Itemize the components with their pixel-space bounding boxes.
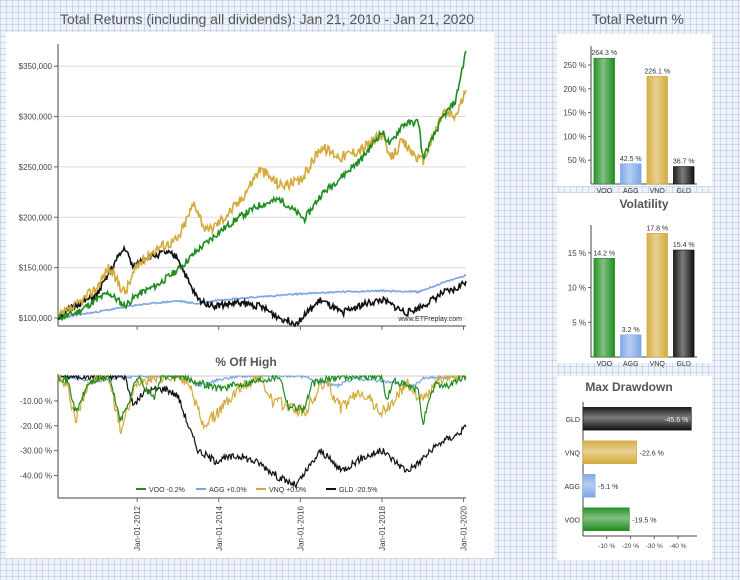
bar-value-label: -22.6 % (640, 450, 664, 457)
x-tick-label: Jan-01-2012 (133, 505, 142, 550)
main-chart-title: Total Returns (including all dividends):… (60, 11, 475, 27)
category-label: VNQ (650, 361, 666, 368)
drawdown-line-voo (57, 373, 467, 425)
category-label: VOO (596, 188, 612, 195)
legend-label-vnq: VNQ +0.0% (269, 487, 306, 494)
legend-label-gld: GLD -20.5% (339, 487, 378, 494)
series-line-voo (57, 50, 467, 321)
y-tick-label: 150 % (563, 109, 586, 118)
legend-label-agg: AGG +0.0% (209, 487, 247, 494)
bar-agg (582, 474, 596, 498)
max-drawdown-panel: Max Drawdown -10 % -20 % -30 % -40 % GLD -45.6… (557, 376, 712, 560)
x-tick-label: -20 % (622, 543, 639, 550)
bar-chart-title: Volatility (619, 197, 668, 211)
y-tick-label: 5 % (572, 318, 586, 327)
bar-agg (620, 334, 642, 358)
category-label: GLD (677, 188, 691, 195)
y-tick-label: $200,000 (19, 213, 53, 222)
bar-value-label: 3.2 % (622, 327, 640, 334)
category-label: GLD (677, 361, 691, 368)
y-tick-label: $250,000 (19, 163, 53, 172)
bar-vnq (646, 233, 668, 358)
max-drawdown-bar-chart: Max Drawdown -10 % -20 % -30 % -40 % GLD -45.6… (564, 380, 697, 550)
main-chart-panel: $100,000 $150,000 $200,000 $250,000 $300,000… (6, 32, 494, 558)
category-label: AGG (623, 361, 639, 368)
bar-value-label: 17.8 % (646, 225, 668, 232)
category-label: AGG (564, 484, 580, 491)
bar-vnq (646, 76, 668, 185)
x-tick-label: -40 % (670, 543, 687, 550)
y-tick-label: 250 % (563, 61, 586, 70)
category-label: VOO (564, 517, 580, 524)
side-panel-title: Total Return % (592, 11, 684, 27)
total-return-panel: 50 % 100 % 150 % 200 % 250 % 264.3 % VOO 42.5 %… (557, 34, 712, 195)
bar-voo (582, 507, 630, 531)
bar-gld (673, 249, 695, 358)
y-tick-label: -10.00 % (20, 397, 52, 406)
y-tick-label: $350,000 (19, 62, 53, 71)
bar-chart-title: Max Drawdown (585, 380, 672, 394)
bar-agg (620, 163, 642, 185)
drawdown-line-gld (57, 374, 467, 489)
x-tick-label: -10 % (598, 543, 615, 550)
x-tick-label: Jan-01-2020 (460, 505, 469, 550)
category-label: GLD (566, 417, 580, 424)
category-label: VNQ (650, 188, 666, 195)
y-tick-label: -30.00 % (20, 447, 52, 456)
series-line-vnq (57, 89, 467, 319)
bar-value-label: 36.7 % (673, 159, 695, 166)
y-tick-label: $100,000 (19, 314, 53, 323)
bar-value-label: 14.2 % (593, 250, 615, 257)
series-line-gld (57, 244, 467, 328)
volatility-panel: Volatility 5 % 10 % 15 % 14.2 % VOO 3.2 % AGG 17… (557, 193, 712, 368)
y-tick-label: $150,000 (19, 264, 53, 273)
bar-value-label: 15.4 % (673, 242, 695, 249)
bar-value-label: -45.6 % (664, 417, 688, 424)
bar-value-label: -19.5 % (632, 517, 656, 524)
total-returns-chart: $100,000 $150,000 $200,000 $250,000 $300,000… (19, 44, 469, 551)
bar-voo (593, 57, 615, 185)
bar-voo (593, 258, 615, 358)
bar-value-label: -5.1 % (598, 484, 618, 491)
watermark: www.ETFreplay.com (397, 316, 462, 323)
x-tick-label: Jan-01-2016 (296, 505, 305, 550)
bar-value-label: 264.3 % (591, 50, 617, 57)
total-return-bar-chart: 50 % 100 % 150 % 200 % 250 % 264.3 % VOO 42.5 %… (563, 46, 697, 195)
y-tick-label: 15 % (568, 249, 586, 258)
y-tick-label: -20.00 % (20, 422, 52, 431)
y-tick-label: 200 % (563, 85, 586, 94)
category-label: VOO (596, 361, 612, 368)
volatility-bar-chart: Volatility 5 % 10 % 15 % 14.2 % VOO 3.2 % AGG 17… (568, 197, 697, 368)
y-tick-label: $300,000 (19, 113, 53, 122)
x-tick-label: Jan-01-2014 (215, 505, 224, 550)
x-tick-label: Jan-01-2018 (378, 505, 387, 550)
category-label: VNQ (565, 450, 581, 457)
category-label: AGG (623, 188, 639, 195)
y-tick-label: 10 % (568, 284, 586, 293)
y-tick-label: -40.00 % (20, 472, 52, 481)
off-high-title: % Off High (215, 355, 276, 369)
bar-gld (673, 166, 695, 185)
x-tick-label: -30 % (646, 543, 663, 550)
bar-gld (582, 407, 692, 431)
legend-label-voo: VOO -0.2% (149, 487, 185, 494)
bar-vnq (582, 440, 637, 464)
bar-value-label: 42.5 % (620, 156, 642, 163)
bar-value-label: 226.1 % (644, 68, 670, 75)
drawdown-line-vnq (57, 374, 466, 435)
y-tick-label: 50 % (568, 156, 586, 165)
y-tick-label: 100 % (563, 132, 586, 141)
